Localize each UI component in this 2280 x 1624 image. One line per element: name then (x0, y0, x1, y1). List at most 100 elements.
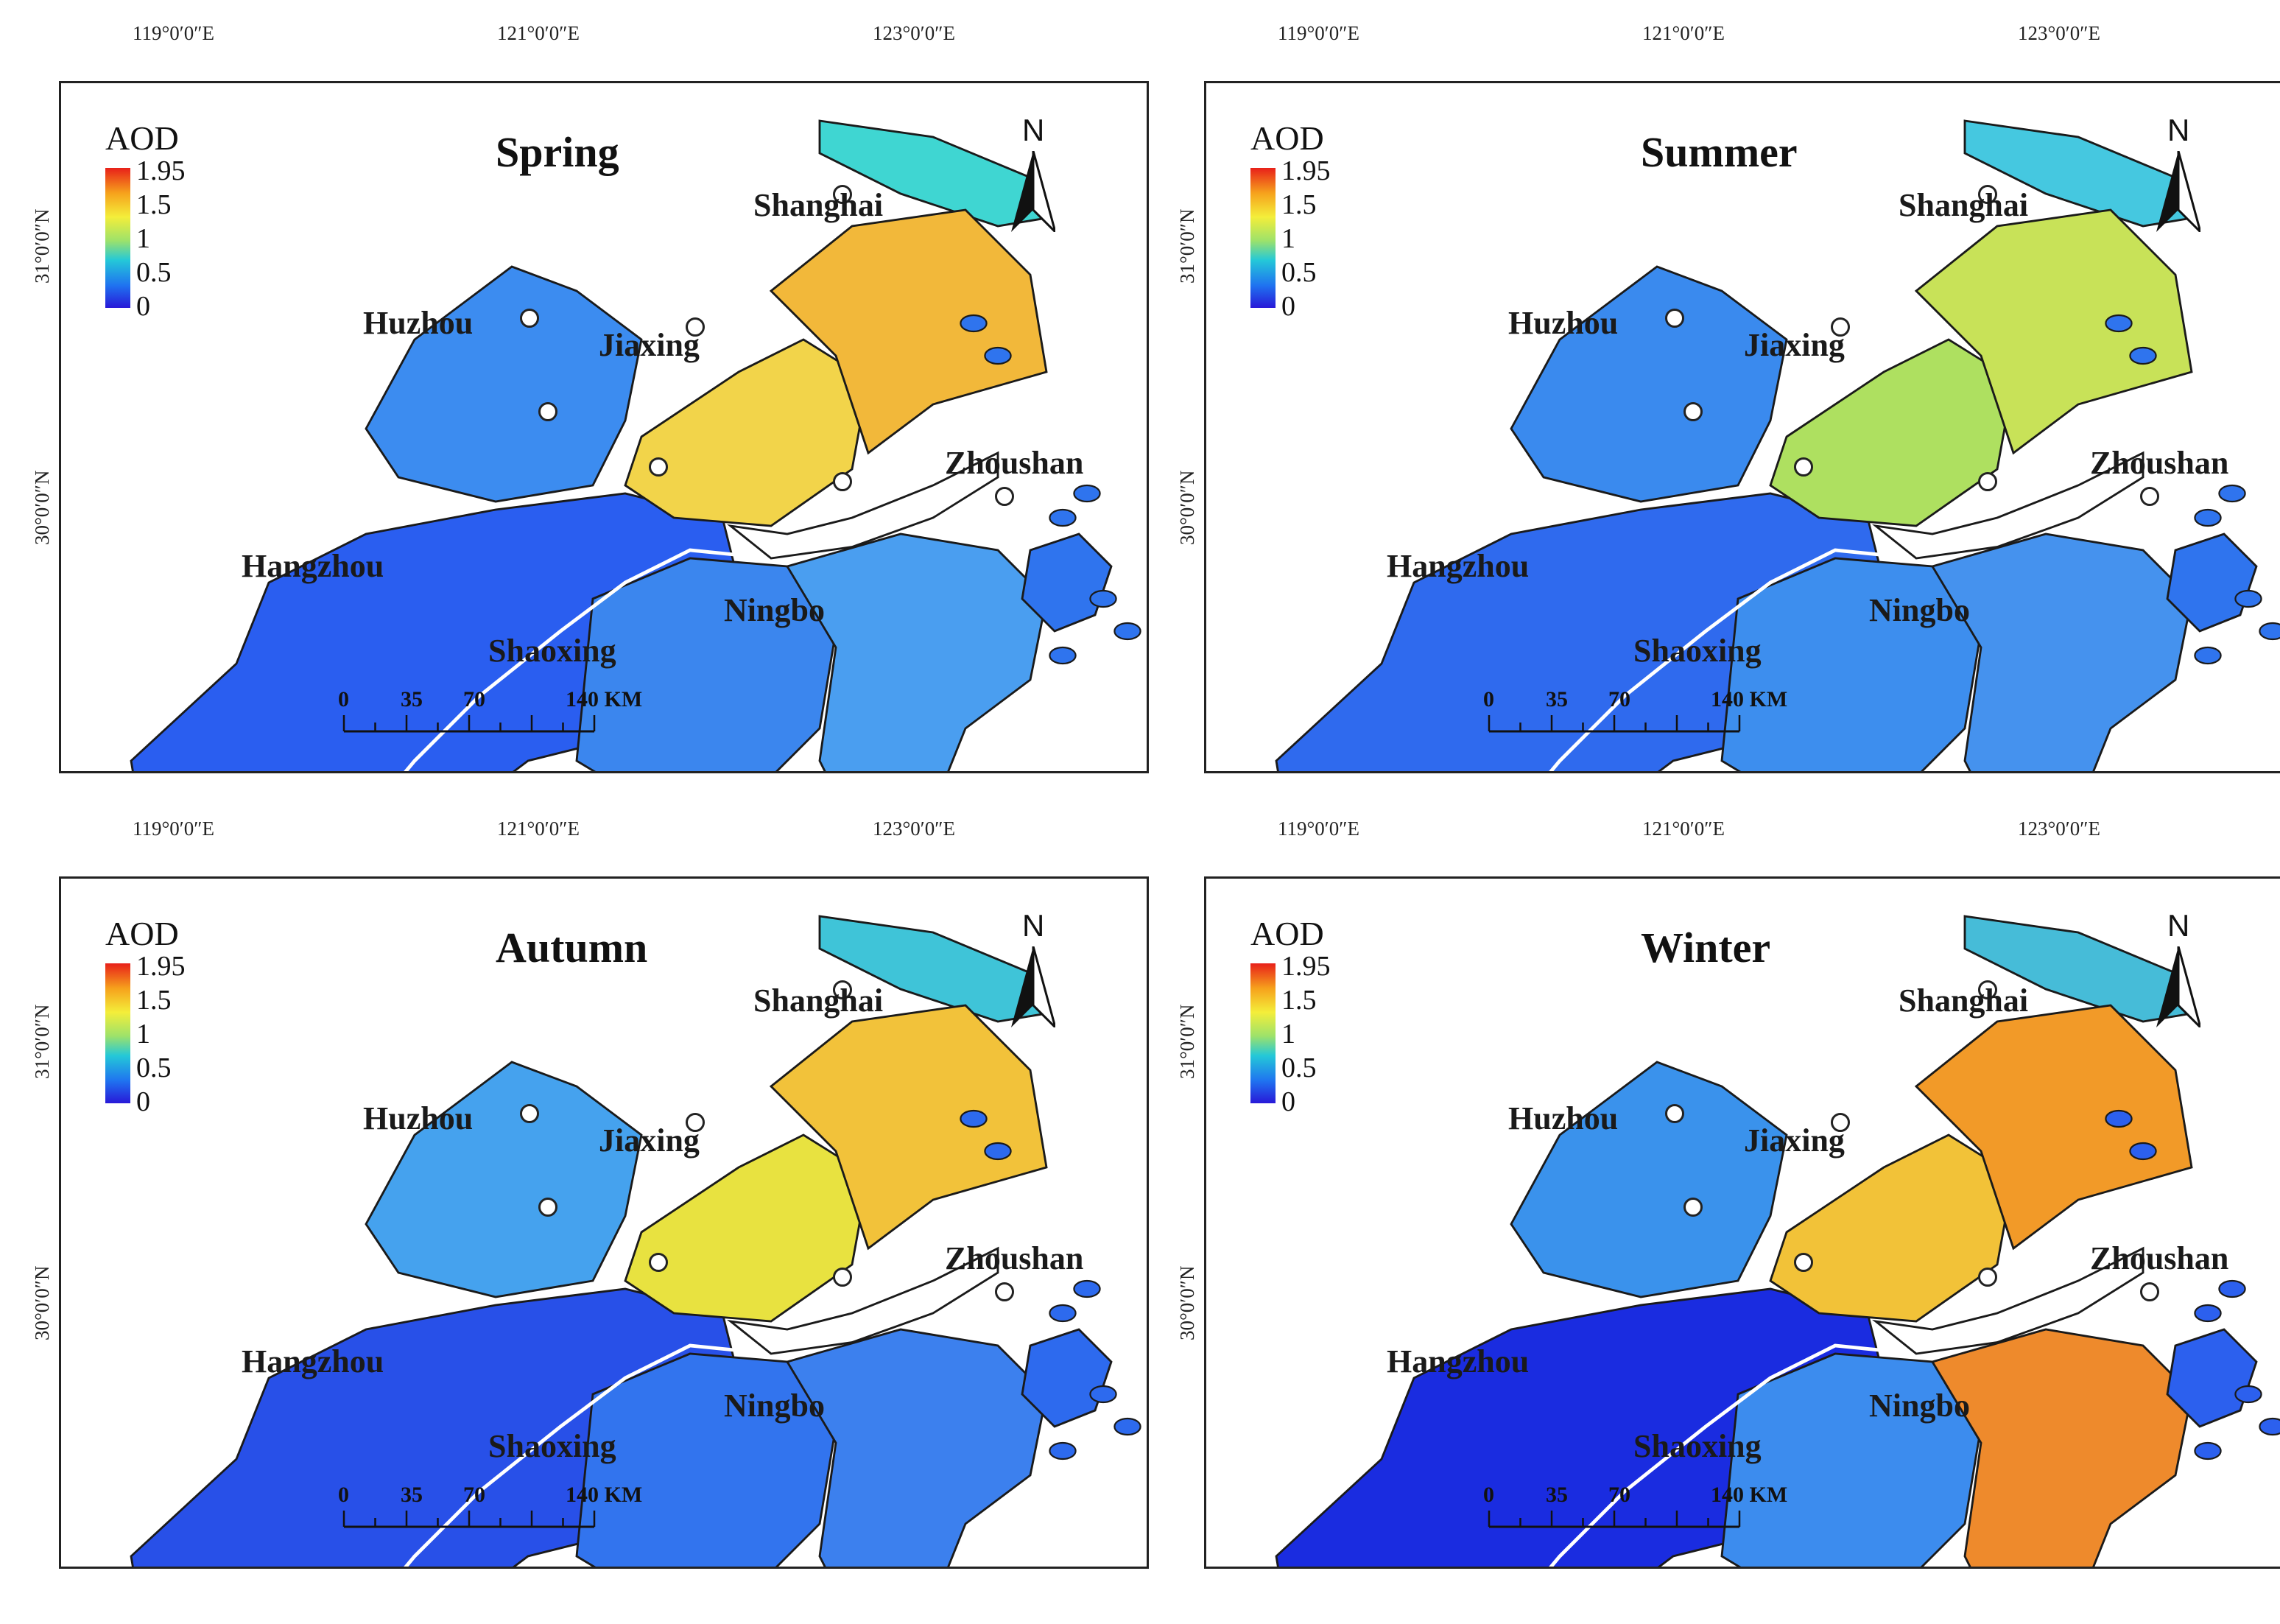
legend-tick-label: 1.5 (136, 985, 172, 1016)
island (1049, 1304, 1077, 1323)
map-frame: Spring AOD 1.95 1.5 1 0.5 0 N 0 35 70 140 KM Shangha… (59, 81, 1149, 773)
scale-bar (342, 715, 596, 733)
north-label: N (1022, 113, 1045, 147)
city-label-ningbo: Ningbo (724, 1388, 825, 1424)
north-arrow-icon (1011, 151, 1055, 232)
longitude-tick-label: 121°0′0″E (497, 818, 580, 840)
city-label-hangzhou: Hangzhou (1387, 548, 1530, 584)
scale-tick-label: 0 (338, 687, 349, 711)
city-marker-jiaxing (1831, 1113, 1850, 1132)
region-shaoxing (575, 557, 837, 771)
scale-end-label: 140 KM (566, 1483, 643, 1507)
north-label: N (2167, 908, 2190, 943)
city-label-ningbo: Ningbo (724, 592, 825, 628)
island (1089, 589, 1117, 608)
region-shaoxing (575, 1352, 837, 1567)
region-shanghai (769, 1004, 1048, 1251)
hangzhou-bay (727, 1246, 999, 1355)
scale-tick-label: 35 (1546, 1483, 1568, 1507)
island (960, 1109, 988, 1128)
city-label-huzhou: Huzhou (363, 305, 474, 341)
latitude-tick-label: 31°0′0″N (31, 208, 53, 284)
legend-tick-label: 1.5 (136, 189, 172, 220)
scale-tick-label: 35 (401, 1483, 423, 1507)
scale-tick-label: 70 (463, 1483, 485, 1507)
region-jiaxing (1769, 1133, 2015, 1323)
region-jiaxing (1769, 338, 2015, 527)
season-title: Spring (496, 128, 619, 176)
region-zhoushan (1021, 1328, 1113, 1428)
latitude-tick-label: 30°0′0″N (31, 1265, 53, 1340)
legend-tick-label: 0.5 (1281, 257, 1317, 288)
hangzhou-bay (727, 451, 999, 560)
map-frame: Autumn AOD 1.95 1.5 1 0.5 0 N 0 35 70 140 KM Shangha… (59, 876, 1149, 1569)
region-ningbo (785, 1328, 1048, 1567)
city-marker-hangzhou (538, 402, 557, 421)
city-label-shanghai: Shanghai (1899, 187, 2029, 223)
season-title: Winter (1641, 924, 1771, 971)
region-ningbo (1930, 1328, 2193, 1567)
region-shaoxing (1720, 557, 1982, 771)
longitude-tick-label: 123°0′0″E (873, 818, 955, 840)
island (1073, 484, 1101, 503)
longitude-tick-label: 121°0′0″E (1642, 22, 1725, 44)
aod-map (130, 915, 1141, 1567)
legend-tick-label: 0 (1281, 291, 1295, 322)
scale-tick-label: 35 (1546, 687, 1568, 711)
region-zhoushan (2166, 532, 2258, 633)
island (2218, 1279, 2246, 1298)
legend-title: AOD (1250, 915, 1324, 952)
longitude-tick-label: 119°0′0″E (1278, 818, 1359, 840)
river-line (404, 1343, 772, 1567)
latitude-tick-label: 30°0′0″N (31, 470, 53, 545)
north-arrow-icon (2156, 946, 2200, 1027)
aod-map (130, 119, 1141, 771)
island (1049, 508, 1077, 527)
city-label-hangzhou: Hangzhou (1387, 1343, 1530, 1379)
scale-end-label: 140 KM (1711, 1483, 1788, 1507)
city-marker-hangzhou (1683, 1198, 1703, 1217)
scale-bar (1488, 715, 1741, 733)
city-label-jiaxing: Jiaxing (599, 1122, 700, 1159)
legend-tick-label: 1.95 (136, 155, 186, 186)
region-jiaxing (624, 338, 870, 527)
map-panel-winter: 119°0′0″E 121°0′0″E 123°0′0″E Winter AOD 1.95… (1175, 818, 2280, 1598)
city-label-zhoushan: Zhoushan (945, 1240, 1084, 1276)
map-frame: Winter AOD 1.95 1.5 1 0.5 0 N 0 35 70 140 KM Shangha… (1204, 876, 2280, 1569)
island (2194, 508, 2222, 527)
map-panel-summer: 119°0′0″E 121°0′0″E 123°0′0″E Summer AOD 1.95… (1175, 22, 2280, 803)
aod-map (1275, 915, 2280, 1567)
island (1113, 622, 1141, 641)
city-marker-jiaxing (686, 317, 705, 337)
north-arrow-icon (1011, 946, 1055, 1027)
legend-tick-label: 0.5 (136, 1052, 172, 1083)
region-ningbo (1930, 532, 2193, 771)
river-line (404, 548, 772, 771)
latitude-tick-label: 30°0′0″N (1176, 1265, 1198, 1340)
longitude-tick-label: 119°0′0″E (1278, 22, 1359, 44)
island (984, 346, 1012, 365)
legend-tick-label: 1.5 (1281, 189, 1317, 220)
island (2234, 1385, 2262, 1404)
river-line (1549, 548, 1917, 771)
city-label-shaoxing: Shaoxing (488, 1428, 616, 1464)
city-marker-shaoxing (649, 457, 668, 477)
region-huzhou (365, 1061, 643, 1298)
city-marker-hangzhou (1683, 402, 1703, 421)
city-marker-zhoushan (2140, 487, 2159, 506)
longitude-tick-label: 123°0′0″E (2018, 818, 2100, 840)
city-label-shaoxing: Shaoxing (488, 633, 616, 669)
season-title: Autumn (496, 924, 648, 971)
legend-tick-label: 1.5 (1281, 985, 1317, 1016)
scale-tick-label: 0 (1483, 1483, 1494, 1507)
legend-colorbar (1250, 168, 1276, 308)
city-label-huzhou: Huzhou (1508, 305, 1619, 341)
legend-tick-label: 1 (136, 223, 150, 254)
island (2129, 346, 2157, 365)
island (2129, 1142, 2157, 1161)
region-zhoushan (2166, 1328, 2258, 1428)
longitude-tick-label: 123°0′0″E (2018, 22, 2100, 44)
city-marker-zhoushan (995, 487, 1014, 506)
city-marker-zhoushan (995, 1282, 1014, 1301)
legend-tick-label: 1.95 (136, 951, 186, 982)
